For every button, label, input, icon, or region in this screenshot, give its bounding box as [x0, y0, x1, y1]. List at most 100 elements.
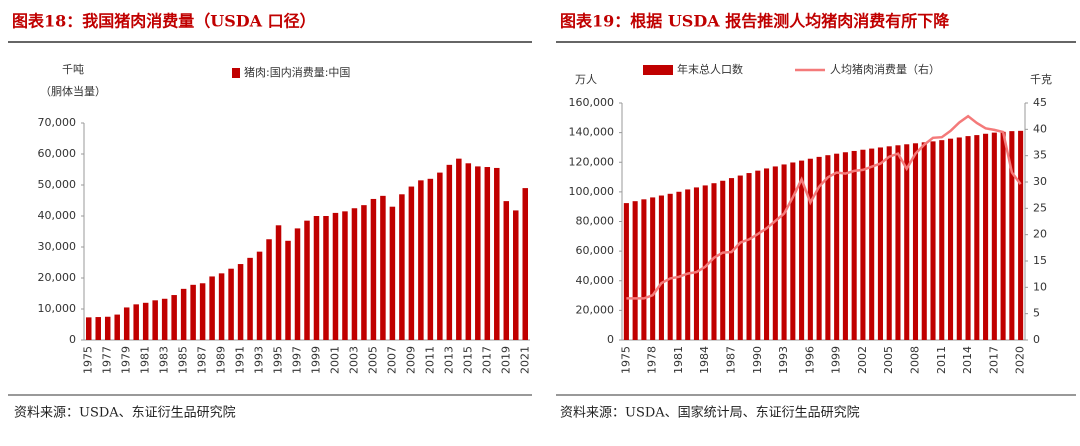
- x-tick-label: 1993: [777, 346, 790, 374]
- x-tick-label: 2015: [461, 346, 474, 374]
- x-tick-label: 1978: [646, 346, 659, 374]
- y-axis-label: （胴体当量）: [40, 84, 106, 98]
- bar: [711, 183, 717, 340]
- bar: [237, 264, 244, 340]
- bar: [446, 164, 453, 340]
- x-tick-label: 2005: [366, 346, 379, 374]
- y-tick-label: 140,000: [569, 126, 615, 139]
- bar: [323, 216, 329, 340]
- bar: [623, 203, 629, 340]
- bar: [790, 162, 796, 340]
- y-tick-label: 120,000: [569, 155, 615, 168]
- y-tick-label: 50,000: [38, 178, 77, 191]
- bar: [1000, 131, 1006, 340]
- bar: [313, 216, 320, 340]
- y-tick-label: 10,000: [38, 302, 77, 315]
- bar: [294, 228, 301, 340]
- bar: [991, 132, 997, 340]
- legend-label: 年末总人口数: [677, 62, 743, 76]
- legend-label: 人均猪肉消费量（右）: [830, 62, 940, 76]
- x-tick-label: 2017: [480, 346, 493, 374]
- bar: [895, 145, 901, 340]
- bar: [1018, 130, 1024, 340]
- bar: [285, 240, 291, 340]
- bar: [807, 158, 813, 340]
- x-tick-label: 1991: [234, 346, 247, 374]
- bar: [142, 302, 149, 340]
- x-tick-label: 1997: [291, 346, 304, 374]
- bar: [275, 225, 282, 340]
- x-tick-label: 2003: [347, 346, 360, 374]
- bar: [720, 180, 726, 340]
- bar: [161, 298, 168, 340]
- bar: [123, 307, 130, 340]
- bar: [772, 166, 778, 340]
- y-axis-label: 万人: [575, 73, 597, 86]
- x-tick-label: 2019: [499, 346, 512, 374]
- x-tick-label: 2011: [423, 346, 436, 374]
- bar: [912, 143, 919, 340]
- bar: [965, 136, 971, 340]
- y-tick-label: 70,000: [38, 116, 77, 129]
- bar: [650, 197, 656, 340]
- bar: [475, 166, 481, 340]
- bar: [180, 288, 187, 340]
- y2-tick-label: 20: [1033, 228, 1047, 241]
- y2-tick-label: 5: [1033, 307, 1040, 320]
- y-tick-label: 40,000: [576, 274, 615, 287]
- x-tick-label: 2009: [404, 346, 417, 374]
- bar: [256, 251, 263, 340]
- x-tick-label: 2002: [856, 346, 869, 374]
- x-tick-label: 1981: [672, 346, 685, 374]
- bar: [632, 201, 638, 340]
- y-tick-label: 20,000: [576, 303, 615, 316]
- bar: [494, 167, 500, 340]
- y-tick-label: 0: [69, 333, 76, 346]
- bar: [667, 193, 673, 340]
- bar: [503, 201, 510, 340]
- bar: [513, 210, 519, 340]
- x-tick-label: 1979: [120, 346, 133, 374]
- bar: [389, 206, 396, 340]
- legend-label: 猪肉:国内消费量:中国: [244, 65, 350, 79]
- bar: [380, 195, 386, 340]
- bar: [332, 212, 339, 340]
- bar: [209, 276, 215, 340]
- bar: [190, 284, 196, 340]
- bar: [85, 317, 92, 340]
- x-tick-label: 1975: [82, 346, 95, 374]
- x-tick-label: 2021: [518, 346, 531, 374]
- bar: [939, 140, 945, 340]
- bar: [1009, 131, 1015, 340]
- bar: [693, 187, 700, 340]
- bar: [737, 175, 743, 340]
- y2-tick-label: 25: [1033, 201, 1047, 214]
- x-tick-label: 1987: [725, 346, 738, 374]
- x-tick-label: 1981: [139, 346, 152, 374]
- bar: [930, 141, 936, 340]
- x-tick-label: 1989: [215, 346, 228, 374]
- y-axis-label: 千吨: [62, 63, 84, 76]
- y-tick-label: 100,000: [569, 185, 615, 198]
- bar: [658, 195, 664, 340]
- bar: [370, 198, 377, 340]
- bar: [921, 142, 927, 340]
- x-tick-label: 1987: [196, 346, 209, 374]
- y2-tick-label: 35: [1033, 149, 1047, 162]
- x-tick-label: 2013: [442, 346, 455, 374]
- x-tick-label: 2005: [882, 346, 895, 374]
- x-tick-label: 1984: [698, 346, 711, 374]
- x-tick-label: 2011: [935, 346, 948, 374]
- bar: [956, 137, 962, 340]
- x-tick-label: 2008: [908, 346, 921, 374]
- y-tick-label: 20,000: [38, 271, 77, 284]
- source: 资料来源：USDA、东证衍生品研究院: [14, 406, 236, 421]
- y-tick-label: 80,000: [576, 215, 615, 228]
- x-tick-label: 1995: [272, 346, 285, 374]
- source: 资料来源：USDA、国家统计局、东证衍生品研究院: [560, 405, 860, 421]
- y2-tick-label: 40: [1033, 122, 1047, 135]
- bar: [456, 158, 462, 340]
- bar: [685, 189, 691, 340]
- bar: [304, 220, 310, 340]
